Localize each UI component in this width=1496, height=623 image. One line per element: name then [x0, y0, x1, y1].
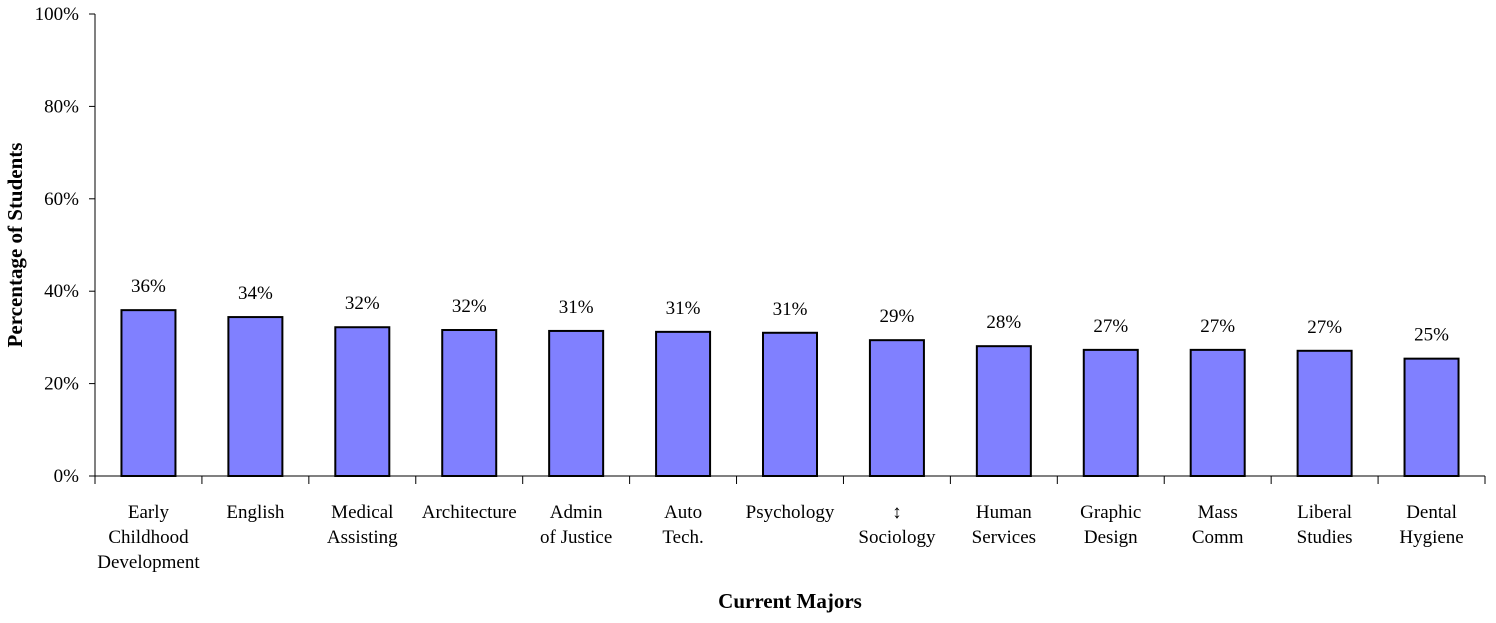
x-tick-label: Human Services	[972, 502, 1036, 548]
data-label: 32%	[345, 293, 380, 314]
x-tick-label: Medical Assisting	[327, 502, 398, 548]
y-tick-label: 60%	[44, 189, 79, 210]
data-label: 32%	[452, 296, 487, 317]
x-tick-label: Admin of Justice	[540, 502, 612, 548]
bar	[975, 345, 1032, 478]
data-label: 31%	[559, 297, 594, 318]
bar	[441, 329, 498, 477]
x-tick-label: Early Childhood Development	[97, 502, 200, 573]
x-tick-label: Graphic Design	[1080, 502, 1141, 548]
y-tick-label: 100%	[35, 4, 80, 25]
bar	[655, 330, 712, 477]
data-label: 34%	[238, 283, 273, 304]
y-tick-label: 80%	[44, 96, 79, 117]
data-label: 29%	[880, 306, 915, 327]
bar	[1296, 349, 1353, 478]
y-tick-label: 0%	[54, 466, 80, 487]
bar	[1189, 348, 1246, 477]
data-label: 27%	[1093, 316, 1128, 337]
bar	[1082, 348, 1139, 477]
bar	[868, 339, 925, 477]
data-label: 27%	[1200, 316, 1235, 337]
x-tick-label: Dental Hygiene	[1399, 502, 1463, 548]
data-label: 25%	[1414, 325, 1449, 346]
data-label: 36%	[131, 276, 166, 297]
bar	[1403, 357, 1460, 478]
bar	[120, 309, 177, 477]
x-tick-label: Auto Tech.	[662, 502, 703, 548]
y-tick-label: 40%	[44, 281, 79, 302]
bar	[762, 331, 818, 477]
x-tick-label: English	[226, 502, 285, 523]
bar	[334, 326, 391, 477]
x-tick-label: Architecture	[422, 502, 517, 523]
x-tick-label: Liberal Studies	[1297, 502, 1353, 548]
y-tick-label: 20%	[44, 374, 79, 395]
data-label: 27%	[1307, 317, 1342, 338]
bar	[227, 316, 284, 477]
x-tick-label: ↕ Sociology	[858, 502, 936, 548]
data-label: 31%	[666, 298, 701, 319]
x-tick-label: Mass Comm	[1192, 502, 1244, 548]
x-tick-label: Psychology	[746, 502, 835, 523]
bar	[548, 329, 605, 477]
data-label: 28%	[986, 312, 1021, 333]
data-label: 31%	[773, 299, 808, 320]
y-axis-label: Percentage of Students	[3, 143, 27, 348]
x-axis-label: Current Majors	[718, 589, 862, 613]
